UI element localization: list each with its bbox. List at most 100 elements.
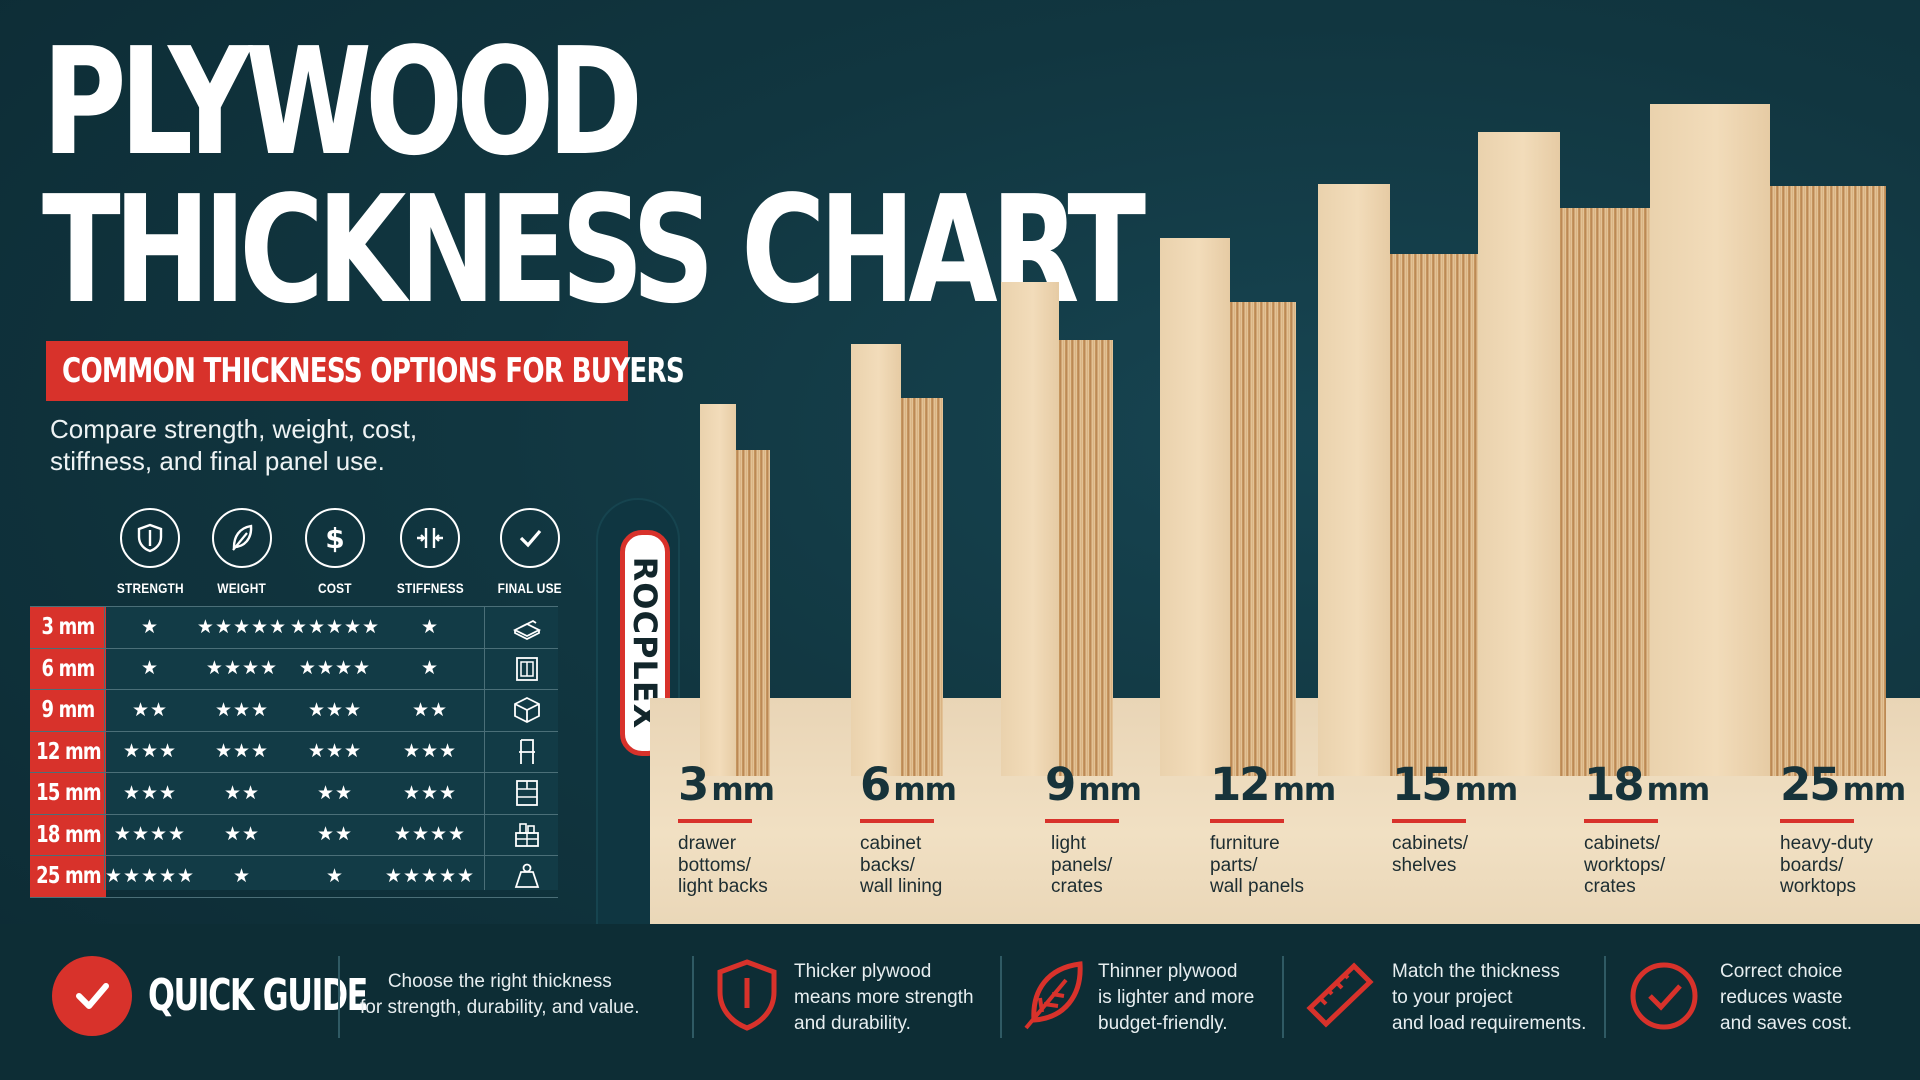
column-label: STRENGTH <box>116 580 184 596</box>
thickness-value: 12 mm <box>1210 758 1336 811</box>
weight-rating: ★★ <box>223 782 261 804</box>
guide-intro: Choose the right thickness for strength, … <box>360 971 640 1018</box>
plywood-board-6mm <box>851 344 943 776</box>
board-edge <box>1390 254 1478 776</box>
weight-rating: ★★★★ <box>205 658 279 680</box>
weight-rating: ★★★ <box>214 741 270 763</box>
strength-rating: ★★★ <box>122 782 178 804</box>
cabinet-icon <box>510 818 544 852</box>
underline <box>860 819 934 823</box>
board-edge <box>1770 186 1886 776</box>
board-edge <box>901 398 943 776</box>
stiffness-rating: ★★★ <box>402 741 458 763</box>
underline <box>1584 819 1658 823</box>
use-description: drawer bottoms/light backs <box>678 833 768 897</box>
cost-rating: ★ <box>325 865 345 887</box>
weight-rating: ★★★ <box>214 699 270 721</box>
table-row: 3 mm ★ ★★★★★ ★★★★★ ★ <box>30 606 558 648</box>
stiffness-rating: ★★★★ <box>393 824 467 846</box>
underline <box>678 819 752 823</box>
shield-icon <box>120 508 180 568</box>
thickness-cell: 9 mm <box>30 690 106 731</box>
thickness-value: 15 mm <box>1392 758 1518 811</box>
intro-text: Compare strength, weight, cost, stiffnes… <box>50 414 418 476</box>
rating-table: 3 mm ★ ★★★★★ ★★★★★ ★ 6 mm ★ ★★★★ ★★★★ ★ … <box>30 606 558 898</box>
table-divider <box>484 606 485 890</box>
table-row: 6 mm ★ ★★★★ ★★★★ ★ <box>30 647 558 689</box>
board-face <box>1478 132 1560 776</box>
use-description: light panels/crates <box>1051 833 1113 897</box>
thickness-label-18mm: 18 mm cabinets/worktops/crates <box>1584 762 1774 898</box>
stiffness-rating: ★★ <box>411 699 449 721</box>
thickness-value: 9 mm <box>1045 758 1142 811</box>
stiffness-icon <box>400 508 460 568</box>
plywood-board-9mm <box>1001 282 1113 776</box>
thickness-label-6mm: 6 mm cabinet backs/wall lining <box>860 762 1050 898</box>
thickness-label-15mm: 15 mm cabinets/shelves <box>1392 762 1582 876</box>
board-face <box>1001 282 1059 776</box>
table-divider <box>104 606 105 890</box>
weight-rating: ★★★★★ <box>196 616 288 638</box>
column-label: STIFFNESS <box>396 580 464 596</box>
stiffness-rating: ★★★★★ <box>384 865 476 887</box>
weight-rating: ★★ <box>223 824 261 846</box>
thickness-value: 25 mm <box>1780 758 1906 811</box>
underline <box>1045 819 1119 823</box>
use-description: furniture parts/wall panels <box>1210 833 1304 897</box>
chair-icon <box>510 735 544 769</box>
quick-guide-title: QUICK GUIDE <box>148 970 368 1021</box>
feather-icon <box>212 508 272 568</box>
board-face <box>1650 104 1770 776</box>
thickness-label-12mm: 12 mm furniture parts/wall panels <box>1210 762 1400 898</box>
stiffness-rating: ★ <box>420 616 440 638</box>
guide-tip: Correct choice reduces waste and saves cos… <box>1720 961 1853 1034</box>
check-circle-icon <box>1628 958 1698 1032</box>
panel-icon <box>510 652 544 686</box>
divider <box>1604 956 1606 1038</box>
board-face <box>1318 184 1390 776</box>
thickness-value: 18 mm <box>1584 758 1710 811</box>
column-cost: $ COST <box>289 508 381 596</box>
leaf-icon <box>1020 958 1090 1032</box>
table-row: 18 mm ★★★★ ★★ ★★ ★★★★ <box>30 813 558 855</box>
plywood-board-3mm <box>700 404 770 776</box>
use-description: cabinet backs/wall lining <box>860 833 943 897</box>
plywood-board-25mm <box>1650 104 1886 776</box>
divider <box>692 956 694 1038</box>
quick-guide-bar <box>0 924 1920 1080</box>
column-label: COST <box>318 580 352 596</box>
stiffness-rating: ★★★ <box>402 782 458 804</box>
thickness-cell: 18 mm <box>30 814 106 855</box>
board-edge <box>1059 340 1113 776</box>
shelf-icon <box>510 776 544 810</box>
table-row: 9 mm ★★ ★★★ ★★★ ★★ <box>30 689 558 731</box>
column-strength: STRENGTH <box>104 508 196 596</box>
thickness-cell: 25 mm <box>30 856 106 897</box>
table-row: 25 mm ★★★★★ ★ ★ ★★★★★ <box>30 855 558 898</box>
table-row: 15 mm ★★★ ★★ ★★ ★★★ <box>30 772 558 814</box>
subtitle-banner: COMMON THICKNESS OPTIONS FOR BUYERS <box>46 341 685 401</box>
cost-rating: ★★ <box>316 824 354 846</box>
use-description: cabinets/shelves <box>1392 833 1469 876</box>
table-background <box>30 606 558 890</box>
strength-rating: ★★★★★ <box>104 865 196 887</box>
column-stiffness: STIFFNESS <box>384 508 476 596</box>
board-face <box>700 404 736 776</box>
thickness-cell: 15 mm <box>30 773 106 814</box>
use-description: cabinets/worktops/crates <box>1584 833 1666 897</box>
board-face <box>851 344 901 776</box>
thickness-value: 3 mm <box>678 758 775 811</box>
thickness-label-25mm: 25 mm heavy-duty boards/worktops <box>1780 762 1920 898</box>
guide-tip: Thicker plywood means more strength and du… <box>794 961 974 1034</box>
stiffness-rating: ★ <box>420 658 440 680</box>
title-line-1: PLYWOOD <box>42 16 643 188</box>
board-face <box>1160 238 1230 776</box>
cost-rating: ★★ <box>316 782 354 804</box>
thickness-cell: 12 mm <box>30 731 106 772</box>
drawer-icon <box>510 610 544 644</box>
column-label: FINAL USE <box>497 580 563 596</box>
thickness-value: 6 mm <box>860 758 957 811</box>
shield-icon <box>712 958 782 1032</box>
divider <box>1000 956 1002 1038</box>
page-title: PLYWOOD THICKNESS CHART <box>42 16 1146 324</box>
